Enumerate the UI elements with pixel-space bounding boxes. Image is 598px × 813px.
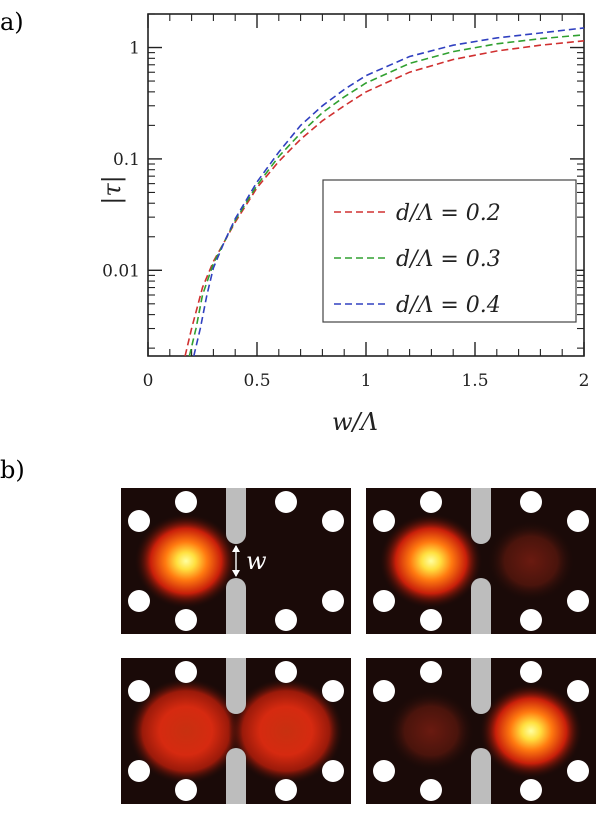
air-hole (275, 661, 297, 683)
air-hole (567, 510, 589, 532)
slot-top-base (226, 658, 246, 678)
field-right (487, 520, 575, 602)
air-hole (373, 590, 395, 612)
air-hole (175, 779, 197, 801)
air-hole (420, 779, 442, 801)
field-left (379, 513, 483, 609)
air-hole (520, 779, 542, 801)
x-tick-label: 0 (143, 371, 154, 391)
air-hole (373, 680, 395, 702)
x-axis-ticks: 0 0.5 1 1.5 2 (143, 14, 590, 391)
series-line-1 (184, 40, 585, 357)
x-axis-label: w/Λ (332, 408, 378, 436)
mode-images: w (121, 488, 596, 804)
mode-image-2 (366, 488, 596, 634)
mode-image-4 (366, 658, 596, 804)
slot-top-base (226, 488, 246, 508)
x-tick-label: 1.5 (461, 371, 488, 391)
slot-bottom-base (471, 614, 491, 634)
mode-image-1: w (121, 488, 351, 634)
gap-width-label: w (246, 547, 267, 575)
x-tick-label: 0.5 (243, 371, 270, 391)
slot-bottom-base (471, 784, 491, 804)
air-hole (420, 661, 442, 683)
slot-bottom-base (226, 784, 246, 804)
air-hole (322, 760, 344, 782)
air-hole (373, 760, 395, 782)
y-tick-label: 0.01 (102, 261, 140, 281)
air-hole (420, 491, 442, 513)
legend-label-2: d/Λ = 0.3 (396, 247, 501, 272)
air-hole (373, 510, 395, 532)
air-hole (128, 760, 150, 782)
air-hole (567, 590, 589, 612)
air-hole (275, 609, 297, 631)
slot-top-base (471, 488, 491, 508)
field-right (479, 683, 583, 779)
slot-bottom-base (226, 614, 246, 634)
y-axis-ticks: 0.01 0.1 1 (102, 13, 584, 349)
air-hole (420, 609, 442, 631)
field-left (128, 677, 244, 785)
air-hole (128, 510, 150, 532)
air-hole (175, 491, 197, 513)
slot-top-base (471, 658, 491, 678)
legend-label-3: d/Λ = 0.4 (396, 293, 501, 318)
air-hole (175, 661, 197, 683)
panel-b-label: b) (0, 456, 25, 484)
legend: d/Λ = 0.2 d/Λ = 0.3 d/Λ = 0.4 (322, 179, 577, 323)
panel-a-label: a) (0, 8, 24, 36)
mode-image-3 (121, 658, 351, 804)
series-line-2 (188, 34, 585, 357)
air-hole (520, 609, 542, 631)
x-tick-label: 2 (579, 371, 590, 391)
legend-box (322, 179, 577, 323)
air-hole (128, 680, 150, 702)
y-tick-label: 1 (129, 39, 140, 59)
y-axis-label: |τ| (98, 175, 127, 204)
x-tick-label: 1 (361, 371, 372, 391)
chart-tau-vs-width: 0 0.5 1 1.5 2 0.010.11 w/Λ |τ| d/Λ = 0.2d/Λ … (98, 13, 590, 436)
air-hole (128, 590, 150, 612)
air-hole (567, 760, 589, 782)
legend-label-1: d/Λ = 0.2 (396, 201, 501, 226)
field-right (228, 677, 344, 785)
series-line-3 (193, 27, 585, 357)
field-left (134, 513, 238, 609)
y-tick-label: 0.1 (113, 150, 140, 170)
field-left (387, 690, 475, 772)
gap-arrow-head-bottom (232, 570, 240, 577)
air-hole (322, 680, 344, 702)
plot-curves (184, 27, 585, 357)
air-hole (567, 680, 589, 702)
air-hole (322, 510, 344, 532)
air-hole (322, 590, 344, 612)
air-hole (175, 609, 197, 631)
gap-arrow-head-top (232, 545, 240, 552)
air-hole (275, 779, 297, 801)
air-hole (520, 491, 542, 513)
air-hole (520, 661, 542, 683)
air-hole (275, 491, 297, 513)
